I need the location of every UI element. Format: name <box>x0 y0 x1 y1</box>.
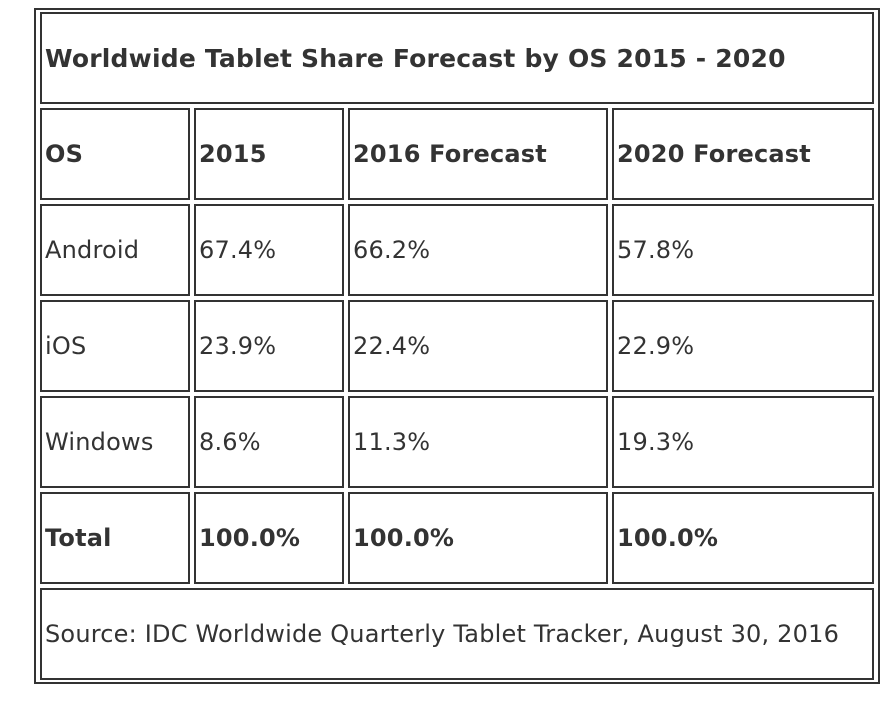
header-2016-forecast: 2016 Forecast <box>348 108 608 200</box>
cell-android-os: Android <box>40 204 190 296</box>
cell-windows-2015: 8.6% <box>194 396 344 488</box>
cell-windows-os: Windows <box>40 396 190 488</box>
cell-windows-2020: 19.3% <box>612 396 874 488</box>
cell-android-2020: 57.8% <box>612 204 874 296</box>
cell-windows-2016: 11.3% <box>348 396 608 488</box>
share-table <box>34 8 880 684</box>
cell-android-2016: 66.2% <box>348 204 608 296</box>
table-title: Worldwide Tablet Share Forecast by OS 20… <box>40 12 874 104</box>
cell-android-2015: 67.4% <box>194 204 344 296</box>
source-note: Source: IDC Worldwide Quarterly Tablet T… <box>40 588 874 680</box>
header-2015: 2015 <box>194 108 344 200</box>
cell-ios-2020: 22.9% <box>612 300 874 392</box>
header-os: OS <box>40 108 190 200</box>
header-2020-forecast: 2020 Forecast <box>612 108 874 200</box>
cell-total-2015: 100.0% <box>194 492 344 584</box>
cell-total-2016: 100.0% <box>348 492 608 584</box>
cell-ios-2016: 22.4% <box>348 300 608 392</box>
cell-total-os: Total <box>40 492 190 584</box>
cell-total-2020: 100.0% <box>612 492 874 584</box>
cell-ios-os: iOS <box>40 300 190 392</box>
cell-ios-2015: 23.9% <box>194 300 344 392</box>
